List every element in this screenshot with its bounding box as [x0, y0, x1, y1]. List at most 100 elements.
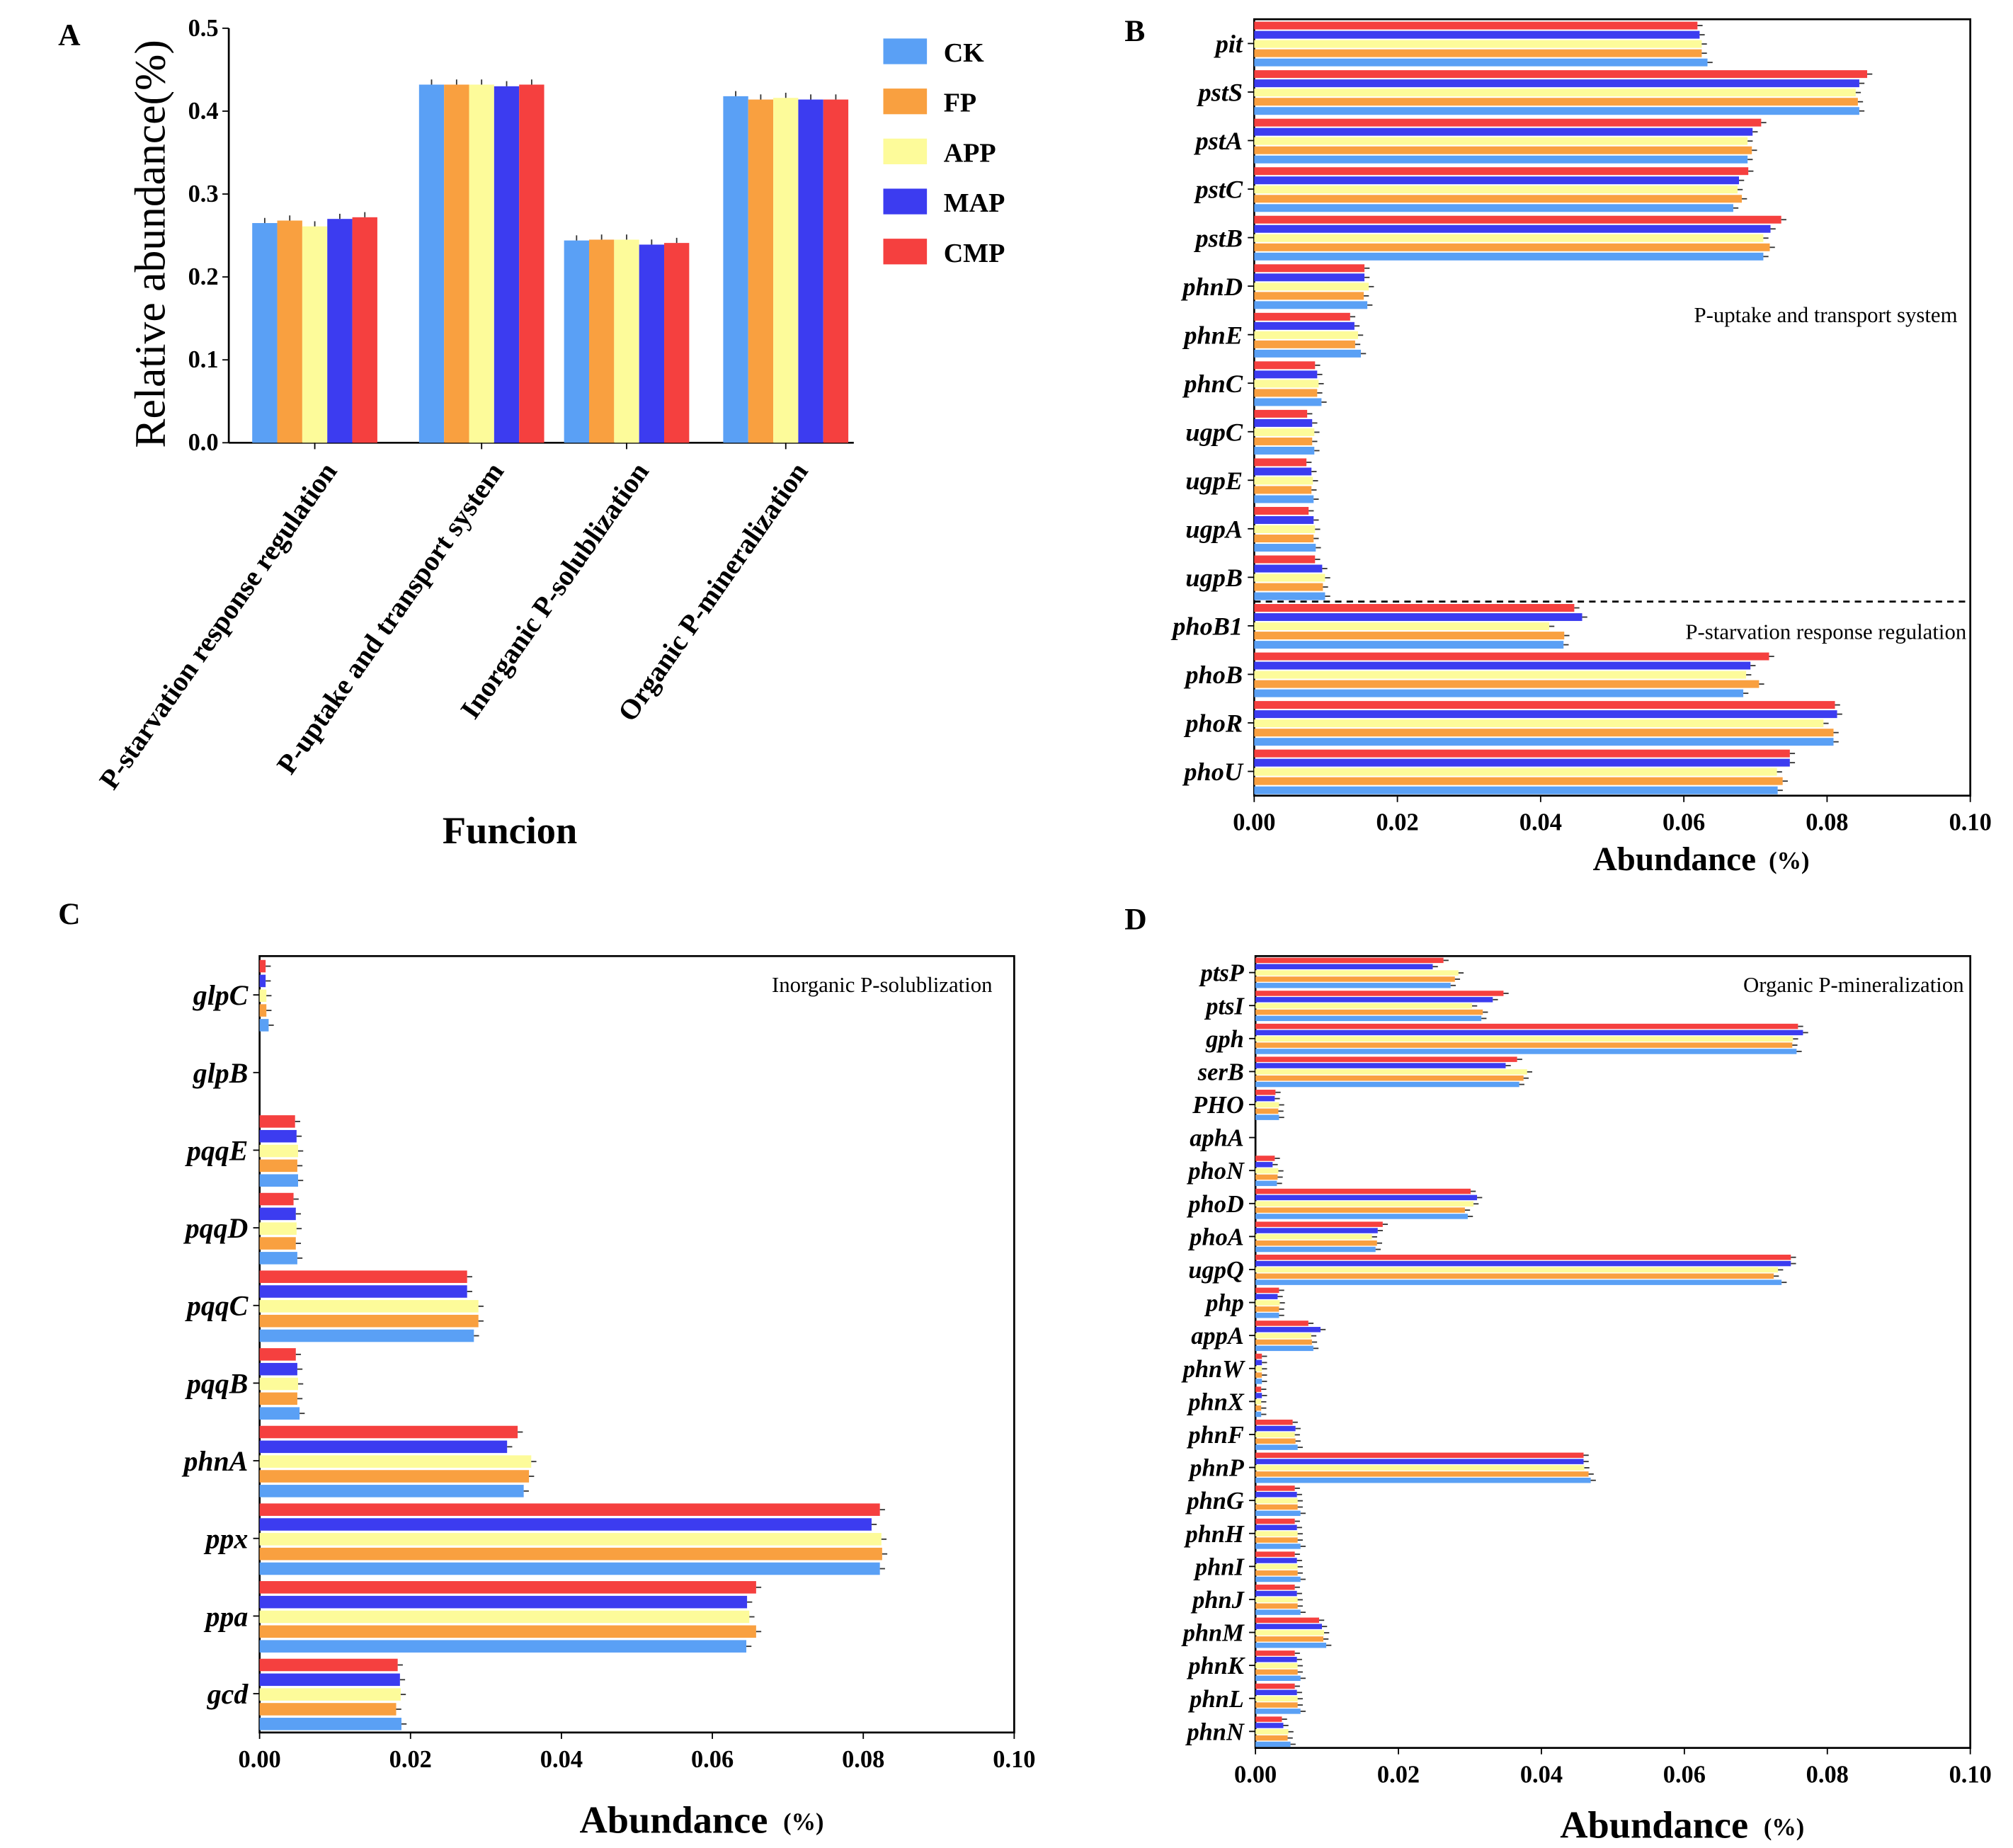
- bar-cmp: [1255, 1353, 1262, 1359]
- bar-cmp: [1255, 1419, 1293, 1425]
- x-tick-label: 0.02: [1377, 1762, 1420, 1789]
- bar-app: [1254, 234, 1764, 242]
- panel-label: B: [1124, 14, 1145, 48]
- gene-label: phoA: [1187, 1224, 1244, 1250]
- bar-map: [259, 1440, 508, 1454]
- bar-fp: [259, 1237, 296, 1250]
- bar-app: [773, 98, 799, 443]
- bar-fp: [259, 1159, 297, 1173]
- gene-label: phnF: [1186, 1422, 1243, 1449]
- bar-cmp: [1255, 1056, 1517, 1062]
- bar-ck: [1254, 58, 1708, 67]
- annotation-starvation: P-starvation response regulation: [1685, 620, 1966, 644]
- legend-label: CK: [944, 38, 984, 68]
- bar-app: [1254, 40, 1702, 48]
- gene-label: pstB: [1194, 224, 1243, 252]
- bar-ck: [259, 1562, 880, 1575]
- bar-map: [1255, 1294, 1278, 1299]
- bar-fp: [1255, 1273, 1774, 1279]
- gene-label: php: [1204, 1290, 1244, 1317]
- bar-app: [1254, 137, 1748, 145]
- bar-fp: [259, 1547, 882, 1561]
- bar-fp: [588, 239, 615, 443]
- bar-cmp: [1254, 215, 1781, 224]
- legend-label: MAP: [944, 188, 1005, 218]
- bar-app: [1254, 428, 1315, 436]
- bar-cmp: [664, 243, 690, 443]
- bar-cmp: [1255, 1156, 1275, 1161]
- bar-cmp: [1255, 1650, 1295, 1656]
- bar-app: [1255, 1696, 1298, 1701]
- bar-app: [1255, 1564, 1298, 1570]
- bar-ck: [1255, 1411, 1262, 1418]
- gene-label: ugpQ: [1188, 1257, 1243, 1284]
- bar-ck: [1254, 204, 1733, 212]
- bar-fp: [1254, 292, 1364, 300]
- bar-app: [1254, 574, 1325, 582]
- legend-swatch-map: [883, 188, 928, 215]
- bar-fp: [1254, 146, 1752, 154]
- bar-fp: [1254, 243, 1770, 251]
- x-axis-label: Abundance: [580, 1798, 768, 1841]
- bar-map: [259, 1129, 297, 1143]
- gene-label: phoB: [1183, 661, 1243, 689]
- bar-ck: [1254, 252, 1764, 261]
- gene-label: phoB1: [1170, 612, 1243, 641]
- bar-app: [1254, 671, 1747, 679]
- bar-map: [1255, 1425, 1296, 1432]
- bar-cmp: [1255, 1188, 1471, 1194]
- bar-cmp: [1255, 1551, 1295, 1557]
- bar-fp: [1255, 1174, 1278, 1180]
- bar-map: [259, 974, 266, 988]
- bar-map: [1254, 467, 1312, 476]
- bar-ck: [1255, 1544, 1301, 1549]
- bar-map: [1255, 1524, 1297, 1531]
- x-tick-label: 0.08: [1806, 1762, 1849, 1789]
- bar-map: [1254, 273, 1365, 282]
- bar-fp: [1255, 1075, 1524, 1081]
- bar-ck: [1254, 301, 1368, 309]
- bar-fp: [1255, 1669, 1298, 1675]
- bar-map: [1254, 661, 1751, 670]
- bar-map: [1255, 1063, 1506, 1068]
- gene-label: phnP: [1187, 1455, 1244, 1482]
- bar-cmp: [1255, 1287, 1279, 1294]
- bar-map: [1254, 127, 1753, 136]
- bar-ck: [1255, 1709, 1301, 1714]
- gene-label: phnN: [1185, 1718, 1244, 1745]
- bar-ck: [1254, 592, 1325, 600]
- bar-fp: [1255, 1537, 1298, 1543]
- bar-app: [1254, 622, 1549, 631]
- gene-label: pqqB: [185, 1367, 248, 1399]
- bar-cmp: [1254, 701, 1835, 709]
- bar-fp: [1254, 195, 1743, 203]
- bar-app: [1255, 1531, 1298, 1536]
- bar-app: [1254, 283, 1369, 291]
- bar-fp: [259, 1625, 756, 1638]
- bar-fp: [1255, 1207, 1465, 1213]
- gene-label: phnL: [1187, 1686, 1244, 1713]
- y-axis-label: Relative abundance(%): [127, 40, 175, 447]
- bar-ck: [1254, 544, 1316, 552]
- bar-fp: [444, 84, 469, 443]
- bar-app: [1254, 89, 1856, 97]
- x-tick-label: 0.06: [1663, 1762, 1706, 1789]
- gene-label: phnI: [1193, 1553, 1245, 1580]
- bar-app: [1255, 1366, 1262, 1371]
- bar-ck: [1255, 1642, 1327, 1648]
- bar-app: [1255, 1069, 1527, 1075]
- bar-cmp: [259, 1581, 756, 1594]
- bar-cmp: [1254, 555, 1316, 564]
- bar-ck: [1255, 1313, 1279, 1318]
- gene-label: phoR: [1183, 709, 1243, 738]
- gene-label: phnC: [1182, 370, 1243, 398]
- bar-ck: [1254, 446, 1315, 455]
- bar-cmp: [1254, 361, 1316, 370]
- bar-ck: [1254, 641, 1564, 649]
- panel-label: C: [58, 897, 80, 931]
- gene-label: phnH: [1184, 1521, 1245, 1548]
- bar-ck: [418, 84, 445, 443]
- x-category-label: Organic P-mineralization: [611, 457, 814, 727]
- bar-fp: [1255, 1735, 1288, 1741]
